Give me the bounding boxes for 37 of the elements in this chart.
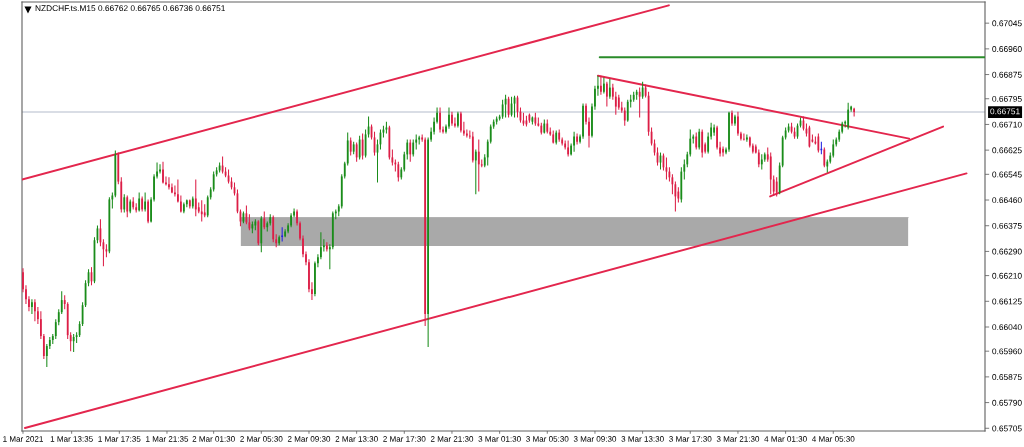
y-tick-label: 0.65875 [992,374,1022,380]
y-tick-label: 0.66040 [992,324,1022,331]
x-tick-label: 3 Mar 05:30 [526,436,569,442]
chart-title: NZDCHF.ts.M15 0.66762 0.66765 0.66736 0.66751 [35,5,225,12]
x-tick-label: 1 Mar 21:35 [146,436,189,442]
x-tick-label: 3 Mar 01:30 [478,436,521,442]
x-tick-label: 1 Mar 2021 [3,436,43,442]
x-tick-label: 4 Mar 01:30 [764,436,807,442]
y-tick-label: 0.66375 [992,222,1022,229]
y-tick-label: 0.66710 [992,121,1022,128]
x-tick-label: 4 Mar 05:30 [811,436,855,442]
y-tick-label: 0.65960 [992,348,1022,355]
y-tick-label: 0.66210 [992,272,1022,279]
ref-line-label: 0.66751 [990,108,1020,115]
x-tick-label: 2 Mar 21:30 [430,436,474,442]
y-tick-label: 0.66875 [992,71,1022,78]
x-tick-label: 1 Mar 17:35 [98,436,141,442]
y-tick-label: 0.66460 [992,197,1022,204]
y-tick-label: 0.66125 [992,298,1022,305]
x-tick-label: 3 Mar 09:30 [573,436,617,442]
y-tick-label: 0.66625 [992,147,1022,154]
y-tick-label: 0.66545 [992,171,1022,178]
y-tick-label: 0.65705 [992,425,1022,432]
y-tick-label: 0.66960 [992,46,1022,52]
y-tick-label: 0.66290 [992,248,1022,255]
y-tick-label: 0.66795 [992,95,1022,102]
x-tick-label: 2 Mar 13:30 [335,436,378,442]
x-tick-label: 1 Mar 13:35 [50,436,93,442]
x-tick-label: 3 Mar 21:30 [716,436,760,442]
y-tick-label: 0.67045 [992,20,1022,27]
x-tick-label: 2 Mar 17:30 [383,436,426,442]
x-tick-label: 2 Mar 05:30 [240,436,283,442]
x-tick-label: 3 Mar 17:30 [669,436,712,442]
x-tick-label: 2 Mar 01:30 [192,436,235,442]
x-tick-label: 3 Mar 13:30 [621,436,664,442]
y-tick-label: 0.65790 [992,399,1022,406]
x-tick-label: 2 Mar 09:30 [287,436,331,442]
